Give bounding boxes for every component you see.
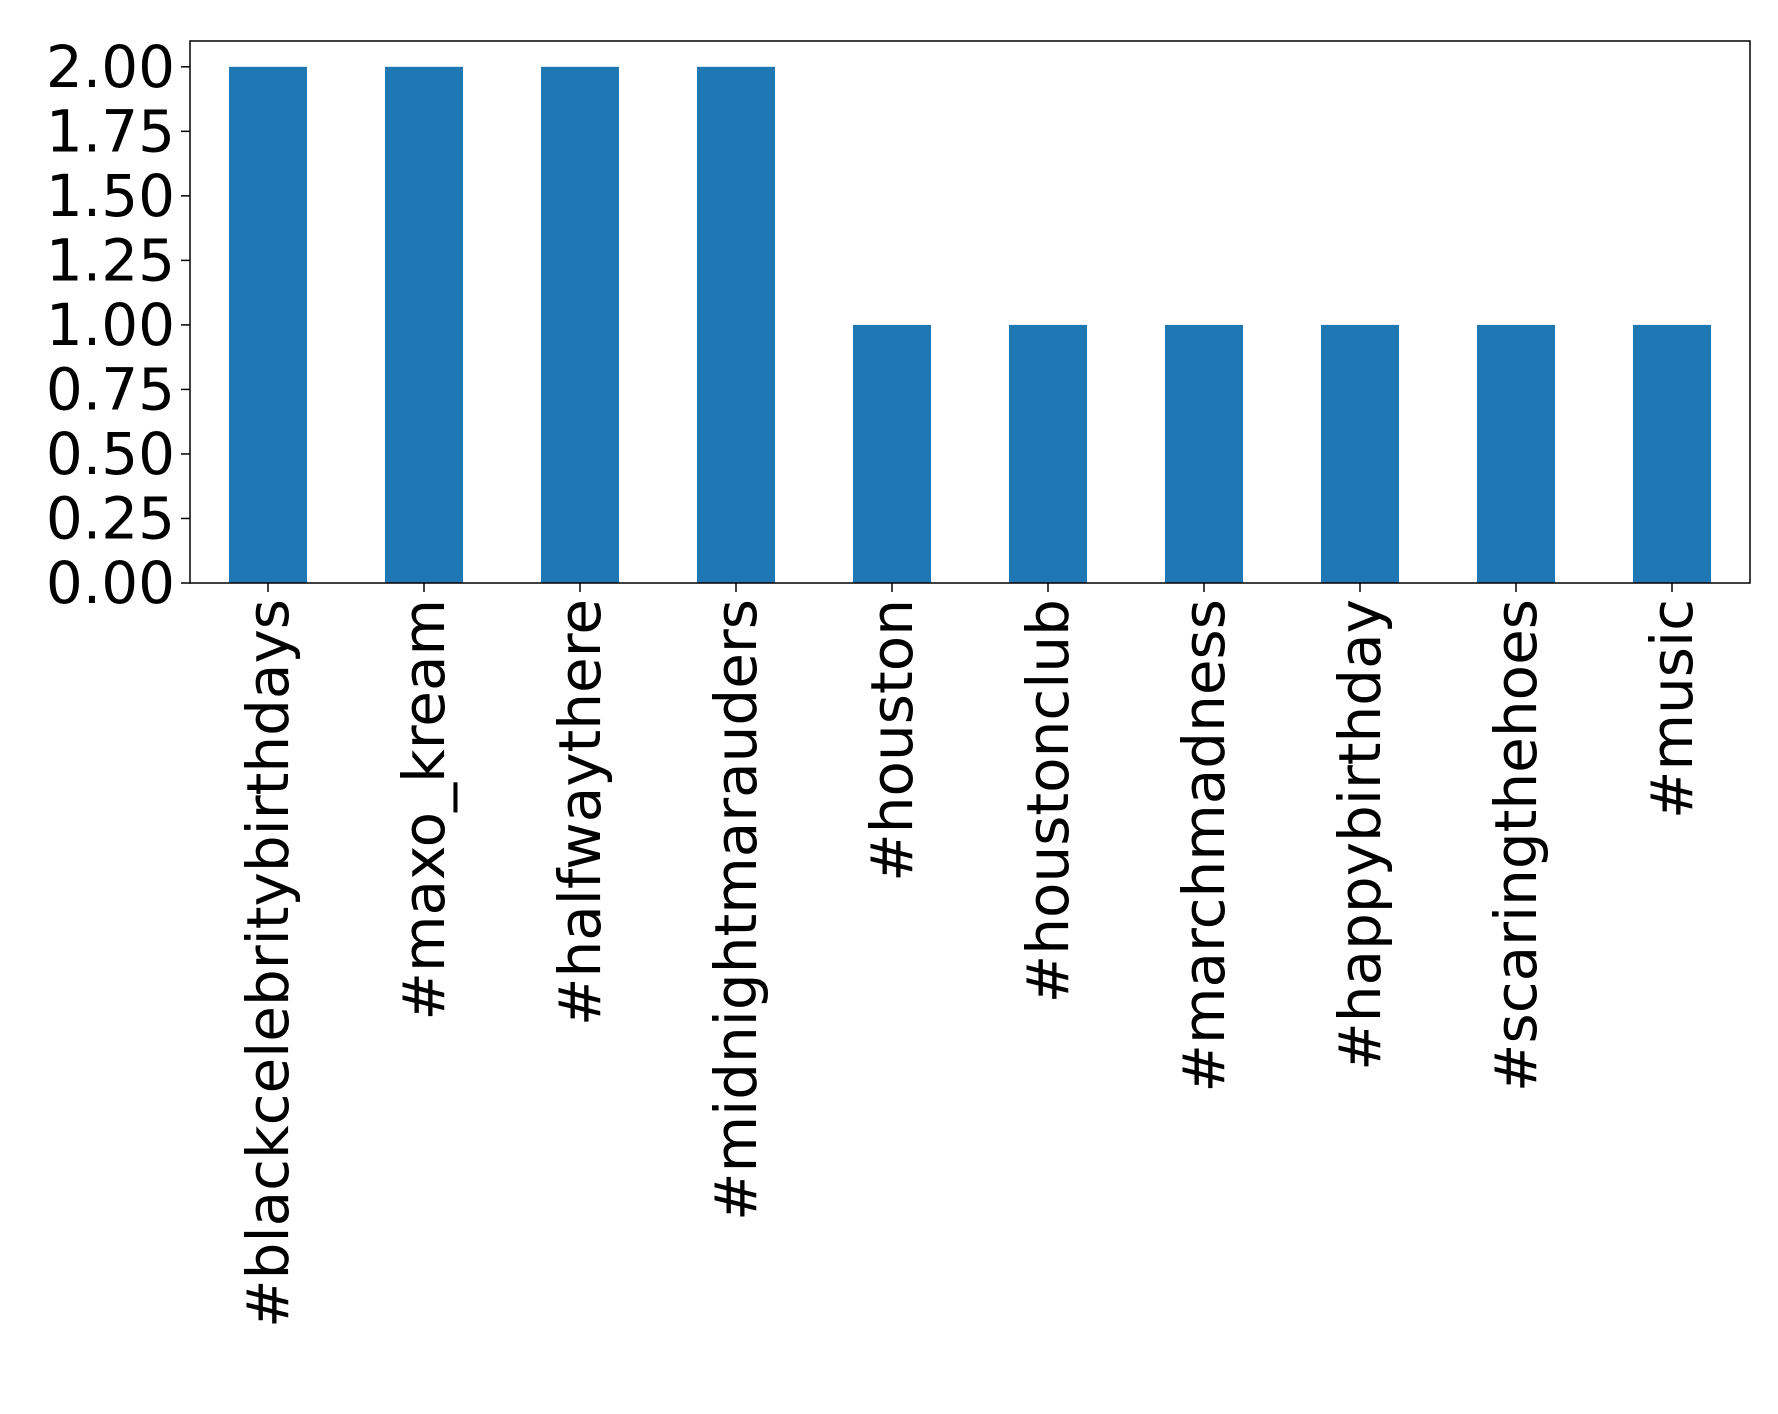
y-tick-label: 1.00: [46, 291, 175, 359]
bar-1: [229, 66, 307, 584]
x-axis: #blackcelebritybirthdays #maxo_kream #half…: [234, 583, 1706, 1328]
bar-9: [1477, 324, 1555, 583]
y-tick-label: 2.00: [46, 33, 175, 101]
y-axis: 0.000.250.500.751.001.251.501.752.00: [46, 33, 190, 617]
y-tick-label: 1.50: [46, 162, 175, 230]
x-tick-label: #music: [1638, 599, 1706, 819]
x-tick-label: #marchmadness: [1170, 599, 1238, 1093]
x-tick-label: #scaringthehoes: [1482, 599, 1550, 1092]
x-tick-label: #houstonclub: [1014, 599, 1082, 1003]
bar-4: [697, 66, 775, 584]
x-tick-label: #happybirthday: [1326, 599, 1394, 1071]
bars-layer: [229, 66, 1711, 584]
x-tick-label: #midnightmarauders: [702, 599, 770, 1221]
plot-frame: [189, 40, 1751, 584]
bar-10: [1633, 324, 1711, 583]
y-tick-label: 1.75: [46, 97, 175, 165]
y-tick-label: 0.75: [46, 355, 175, 423]
y-tick-label: 1.25: [46, 226, 175, 294]
y-tick-label: 0.00: [46, 549, 175, 617]
y-tick-label: 0.25: [46, 484, 175, 552]
bar-6: [1009, 324, 1087, 583]
bar-8: [1321, 324, 1399, 583]
x-tick-label: #blackcelebritybirthdays: [234, 599, 302, 1328]
bar-3: [541, 66, 619, 584]
bar-5: [853, 324, 931, 583]
x-tick-label: #maxo_kream: [390, 599, 458, 1021]
bar-2: [385, 66, 463, 584]
y-tick-label: 0.50: [46, 420, 175, 488]
x-tick-label: #halfwaythere: [546, 599, 614, 1026]
bar-7: [1165, 324, 1243, 583]
x-tick-label: #houston: [858, 599, 926, 882]
